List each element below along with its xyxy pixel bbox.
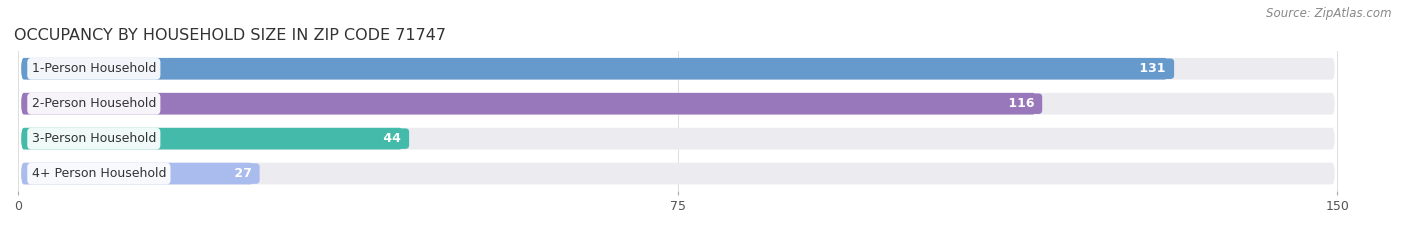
Text: 3-Person Household: 3-Person Household — [32, 132, 156, 145]
Text: 131: 131 — [1136, 62, 1170, 75]
Text: 4+ Person Household: 4+ Person Household — [32, 167, 166, 180]
FancyBboxPatch shape — [21, 128, 402, 150]
Text: 116: 116 — [1004, 97, 1039, 110]
Text: 44: 44 — [380, 132, 405, 145]
FancyBboxPatch shape — [21, 128, 1334, 150]
Text: Source: ZipAtlas.com: Source: ZipAtlas.com — [1267, 7, 1392, 20]
FancyBboxPatch shape — [21, 163, 1334, 185]
Text: 27: 27 — [229, 167, 256, 180]
FancyBboxPatch shape — [21, 58, 1334, 80]
FancyBboxPatch shape — [21, 58, 1167, 80]
FancyBboxPatch shape — [21, 93, 1334, 115]
FancyBboxPatch shape — [21, 163, 253, 185]
FancyBboxPatch shape — [21, 93, 1036, 115]
Text: 2-Person Household: 2-Person Household — [32, 97, 156, 110]
Text: 1-Person Household: 1-Person Household — [32, 62, 156, 75]
Text: OCCUPANCY BY HOUSEHOLD SIZE IN ZIP CODE 71747: OCCUPANCY BY HOUSEHOLD SIZE IN ZIP CODE … — [14, 28, 446, 43]
